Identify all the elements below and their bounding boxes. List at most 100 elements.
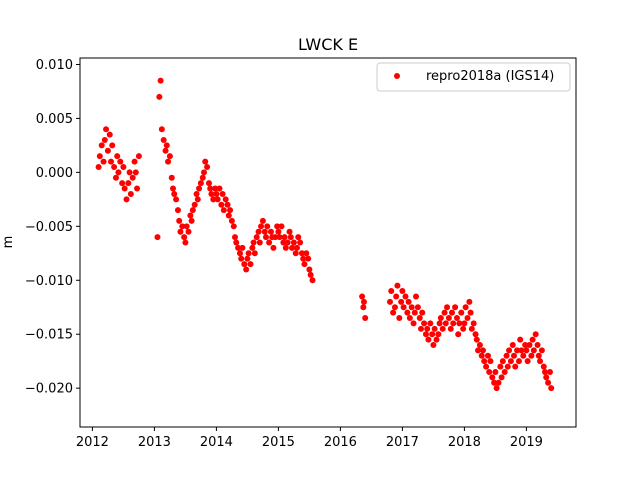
data-point (526, 342, 533, 348)
data-point (264, 223, 271, 230)
data-point (410, 320, 417, 327)
data-point (233, 239, 240, 246)
data-point (121, 185, 128, 192)
data-point (532, 331, 539, 338)
data-point (491, 379, 498, 386)
data-point (439, 325, 446, 332)
data-point (514, 347, 521, 354)
data-point (103, 126, 110, 133)
data-point (413, 293, 420, 300)
data-point (278, 223, 285, 230)
data-point (251, 250, 258, 257)
data-point (156, 93, 163, 100)
data-point (199, 174, 206, 181)
data-point (444, 304, 451, 311)
data-point (176, 217, 183, 224)
data-point (119, 180, 126, 187)
data-point (281, 234, 288, 241)
data-point (261, 228, 268, 235)
data-point (100, 158, 107, 165)
data-point (247, 261, 254, 268)
x-tick-label: 2019 (510, 435, 543, 450)
data-point (224, 201, 231, 208)
y-tick-label: −0.010 (25, 274, 73, 289)
data-point (430, 342, 437, 348)
data-point (208, 190, 215, 197)
data-point (486, 368, 493, 375)
data-point (512, 363, 519, 370)
data-point (421, 320, 428, 327)
data-point (470, 320, 477, 327)
data-point (449, 309, 455, 316)
x-tick-label: 2017 (386, 435, 419, 450)
data-point (530, 347, 537, 354)
data-point (196, 185, 203, 192)
data-point (473, 336, 480, 343)
data-point (101, 137, 108, 143)
data-point (411, 309, 418, 316)
y-tick-label: −0.015 (25, 328, 73, 343)
data-point (225, 212, 232, 219)
data-point (511, 352, 517, 359)
data-point (399, 288, 406, 295)
data-point (112, 174, 119, 181)
x-tick-label: 2015 (262, 435, 295, 450)
data-point (250, 239, 257, 246)
y-axis-label: m (1, 236, 16, 249)
data-point (213, 190, 220, 197)
data-point (493, 385, 500, 392)
data-point (263, 234, 269, 241)
data-point (431, 325, 438, 332)
data-point (497, 363, 504, 370)
data-point (249, 244, 256, 251)
data-point (416, 315, 423, 322)
data-point (255, 228, 262, 235)
data-point (236, 250, 243, 257)
data-point (538, 347, 545, 354)
data-point (484, 352, 491, 359)
data-point (160, 137, 167, 143)
data-point (303, 250, 310, 257)
data-point (360, 304, 367, 311)
data-point (134, 185, 141, 192)
data-point (280, 239, 287, 246)
data-point (305, 255, 312, 262)
data-point (301, 261, 308, 268)
data-point (393, 293, 400, 300)
data-point (307, 271, 314, 278)
data-point (232, 234, 238, 241)
data-point (165, 158, 172, 165)
data-point (472, 331, 479, 338)
data-point (396, 315, 403, 322)
data-point (492, 368, 499, 375)
data-point (419, 309, 426, 316)
x-tick-label: 2014 (200, 435, 233, 450)
data-point (96, 153, 103, 160)
data-point (295, 234, 302, 241)
data-point (125, 180, 132, 187)
data-point (244, 255, 251, 262)
data-point (241, 261, 248, 268)
data-point (191, 201, 198, 208)
data-point (300, 255, 307, 262)
data-point (298, 250, 305, 257)
data-point (460, 325, 467, 332)
data-point (294, 244, 300, 251)
legend-label: repro2018a (IGS14) (426, 69, 554, 84)
y-tick-label: 0.005 (36, 112, 73, 127)
data-point (495, 379, 502, 386)
data-point (461, 320, 468, 327)
data-point (185, 228, 192, 235)
data-point (218, 201, 225, 208)
data-point (506, 347, 513, 354)
data-point (362, 315, 369, 322)
data-point (286, 228, 293, 235)
data-point (481, 358, 488, 365)
data-point (267, 228, 274, 235)
data-point (537, 358, 544, 365)
data-point (387, 298, 393, 305)
data-point (287, 234, 294, 241)
data-point (404, 309, 411, 316)
data-point (243, 266, 250, 273)
